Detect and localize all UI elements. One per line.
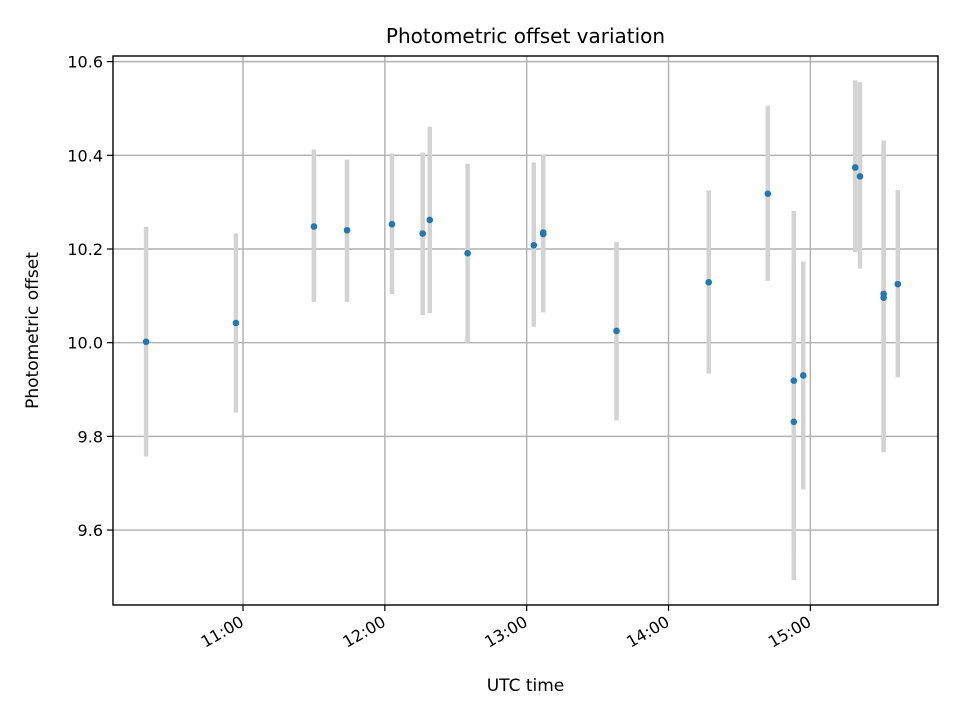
grid — [113, 56, 938, 605]
data-point — [464, 249, 471, 257]
data-point — [530, 241, 538, 249]
data-point — [790, 377, 798, 384]
data-point — [894, 280, 902, 288]
y-tick-label: 10.0 — [67, 334, 103, 353]
data-point — [539, 229, 547, 236]
y-tick-label: 9.8 — [78, 427, 103, 446]
y-axis-label: Photometric offset — [23, 252, 43, 409]
y-axis-ticks: 9.6 9.8 10.0 10.2 10.4 10.6 — [67, 53, 113, 540]
data-point — [880, 294, 887, 302]
y-tick-label: 10.2 — [67, 240, 103, 259]
data-point — [388, 220, 396, 228]
plot-frame — [112, 55, 939, 606]
chart-title: Photometric offset variation — [386, 24, 665, 48]
data-point — [613, 327, 620, 335]
x-axis-label: UTC time — [487, 676, 565, 696]
data-point — [705, 278, 713, 286]
data-point — [419, 230, 426, 237]
data-point — [851, 164, 859, 171]
y-tick-label: 9.6 — [78, 521, 103, 540]
data-point — [142, 338, 150, 346]
data-points — [142, 164, 902, 426]
data-point — [426, 216, 434, 224]
data-point — [764, 190, 772, 198]
y-tick-label: 10.4 — [67, 146, 103, 165]
data-point — [790, 418, 798, 426]
data-point — [232, 319, 240, 327]
data-point — [310, 223, 318, 230]
data-point — [799, 372, 807, 379]
y-tick-label: 10.6 — [67, 53, 103, 72]
data-point — [343, 226, 351, 234]
data-point — [856, 173, 864, 180]
